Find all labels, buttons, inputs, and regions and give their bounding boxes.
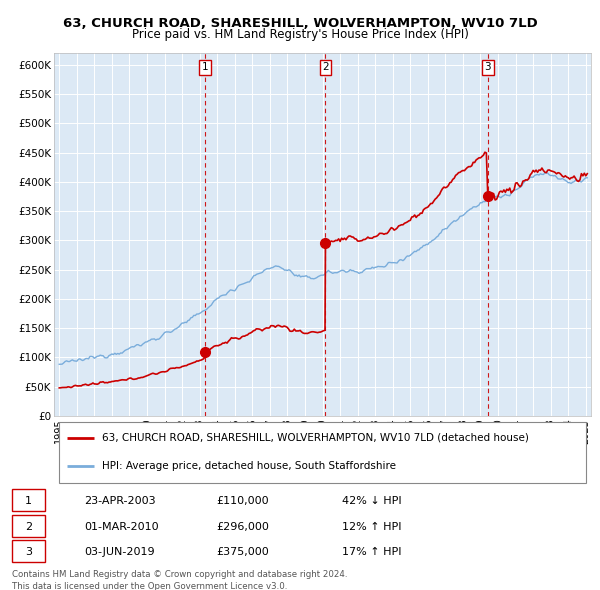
Text: 3: 3 xyxy=(25,547,32,557)
FancyBboxPatch shape xyxy=(59,422,586,483)
Text: £110,000: £110,000 xyxy=(216,496,269,506)
Text: 01-MAR-2010: 01-MAR-2010 xyxy=(84,522,158,532)
Text: 2: 2 xyxy=(25,522,32,532)
Text: HPI: Average price, detached house, South Staffordshire: HPI: Average price, detached house, Sout… xyxy=(103,461,397,471)
FancyBboxPatch shape xyxy=(12,540,45,562)
FancyBboxPatch shape xyxy=(12,489,45,512)
Text: 2: 2 xyxy=(322,62,329,72)
FancyBboxPatch shape xyxy=(12,514,45,537)
Text: 03-JUN-2019: 03-JUN-2019 xyxy=(84,547,155,557)
Text: 1: 1 xyxy=(202,62,208,72)
Text: Contains HM Land Registry data © Crown copyright and database right 2024.
This d: Contains HM Land Registry data © Crown c… xyxy=(12,570,347,590)
Text: 23-APR-2003: 23-APR-2003 xyxy=(84,496,155,506)
Text: £296,000: £296,000 xyxy=(216,522,269,532)
Text: 63, CHURCH ROAD, SHARESHILL, WOLVERHAMPTON, WV10 7LD (detached house): 63, CHURCH ROAD, SHARESHILL, WOLVERHAMPT… xyxy=(103,433,529,443)
Text: 17% ↑ HPI: 17% ↑ HPI xyxy=(342,547,401,557)
Text: 12% ↑ HPI: 12% ↑ HPI xyxy=(342,522,401,532)
Text: £375,000: £375,000 xyxy=(216,547,269,557)
Text: 42% ↓ HPI: 42% ↓ HPI xyxy=(342,496,401,506)
Text: 3: 3 xyxy=(484,62,491,72)
Text: Price paid vs. HM Land Registry's House Price Index (HPI): Price paid vs. HM Land Registry's House … xyxy=(131,28,469,41)
Text: 63, CHURCH ROAD, SHARESHILL, WOLVERHAMPTON, WV10 7LD: 63, CHURCH ROAD, SHARESHILL, WOLVERHAMPT… xyxy=(62,17,538,30)
Text: 1: 1 xyxy=(25,496,32,506)
